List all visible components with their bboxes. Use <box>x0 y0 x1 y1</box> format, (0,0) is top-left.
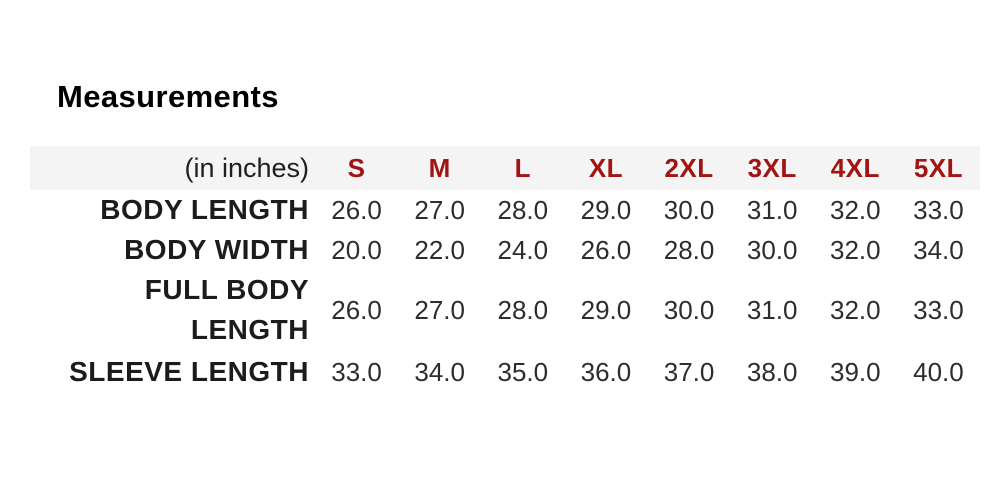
measurement-value: 39.0 <box>830 356 881 387</box>
measurement-value: 28.0 <box>497 294 549 325</box>
measurement-value: 28.0 <box>663 234 715 265</box>
measurement-value: 27.0 <box>414 294 465 325</box>
unit-label: (in inches) <box>184 152 309 183</box>
row-label: SLEEVE LENGTH <box>69 356 309 387</box>
size-column-header-2xl: 2XL <box>664 152 714 183</box>
measurement-value: 27.0 <box>414 194 465 225</box>
measurement-value: 33.0 <box>331 356 382 387</box>
measurement-value: 32.0 <box>830 194 881 225</box>
measurement-value: 30.0 <box>746 234 798 265</box>
table-row: BODY LENGTH 26.0 27.0 28.0 29.0 30.0 31.… <box>30 190 980 230</box>
measurement-value: 26.0 <box>331 294 382 325</box>
size-column-header-m: M <box>428 152 451 183</box>
measurement-value: 32.0 <box>830 294 881 325</box>
measurement-value: 36.0 <box>580 356 632 387</box>
row-label: BODY LENGTH <box>100 194 309 225</box>
table-row: SLEEVE LENGTH 33.0 34.0 35.0 36.0 37.0 3… <box>30 350 980 394</box>
measurements-table: (in inches) S M L XL 2XL 3XL 4XL 5XL BOD… <box>30 146 980 394</box>
measurement-value: 29.0 <box>580 294 632 325</box>
measurement-value: 38.0 <box>746 356 798 387</box>
measurement-value: 28.0 <box>497 194 549 225</box>
measurement-value: 29.0 <box>580 194 632 225</box>
table-header-row: (in inches) S M L XL 2XL 3XL 4XL 5XL <box>30 146 980 190</box>
measurement-value: 34.0 <box>913 234 964 265</box>
page-title: Measurements <box>57 79 279 114</box>
measurement-value: 24.0 <box>497 234 549 265</box>
row-label: BODY WIDTH <box>124 234 309 265</box>
size-column-header-l: L <box>514 152 531 183</box>
measurement-value: 40.0 <box>913 356 964 387</box>
measurement-value: 30.0 <box>663 194 715 225</box>
measurement-value: 34.0 <box>414 356 465 387</box>
measurement-value: 31.0 <box>746 294 798 325</box>
measurement-value: 22.0 <box>414 234 465 265</box>
measurement-value: 32.0 <box>830 234 881 265</box>
measurement-value: 30.0 <box>663 294 715 325</box>
size-column-header-4xl: 4XL <box>830 152 880 183</box>
size-column-header-5xl: 5XL <box>913 152 964 183</box>
measurement-value: 20.0 <box>331 234 382 265</box>
measurement-value: 33.0 <box>913 294 964 325</box>
measurement-value: 33.0 <box>913 194 964 225</box>
size-column-header-s: S <box>347 152 366 183</box>
size-column-header-xl: XL <box>588 152 624 183</box>
measurement-value: 37.0 <box>663 356 715 387</box>
row-label: FULL BODY LENGTH <box>144 274 309 345</box>
size-column-header-3xl: 3XL <box>747 152 797 183</box>
table-row: FULL BODY LENGTH 26.0 27.0 28.0 29.0 30.… <box>30 270 980 350</box>
measurement-value: 31.0 <box>746 194 798 225</box>
measurement-value: 26.0 <box>331 194 382 225</box>
measurement-value: 26.0 <box>580 234 632 265</box>
table-row: BODY WIDTH 20.0 22.0 24.0 26.0 28.0 30.0… <box>30 230 980 270</box>
measurement-value: 35.0 <box>497 356 549 387</box>
